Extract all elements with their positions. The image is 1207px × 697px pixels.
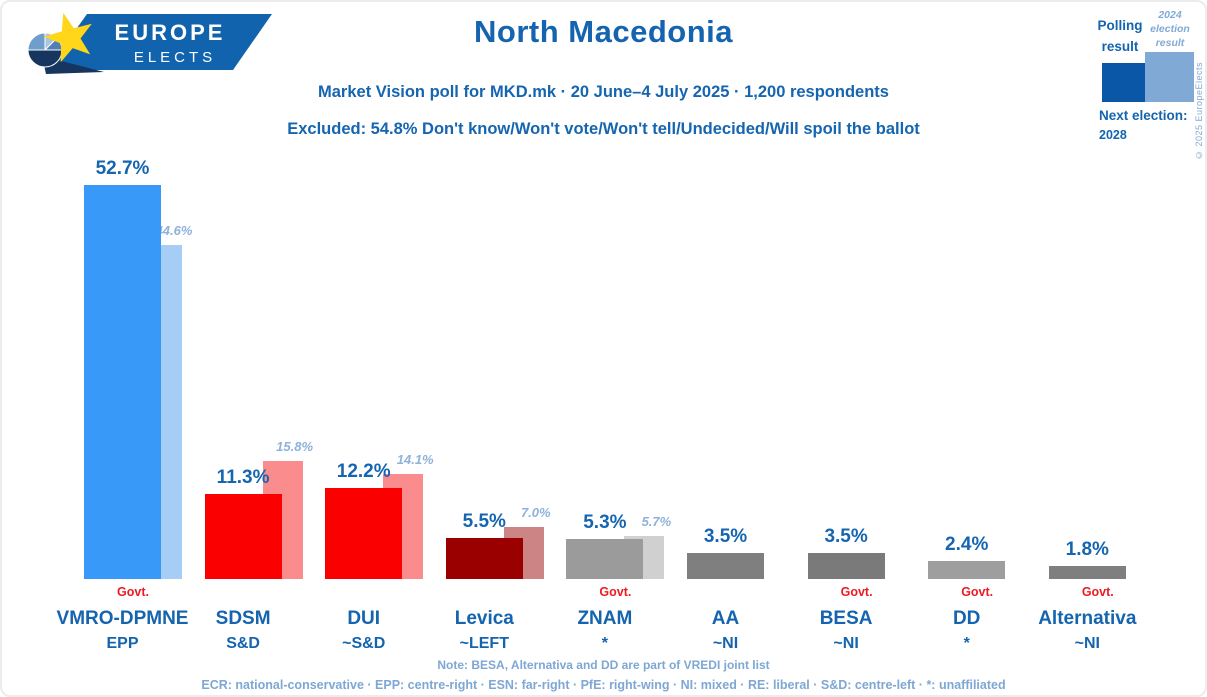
poll-value-dui: 12.2% [336,460,391,482]
legend-polling-swatch [1102,63,1145,102]
election-value-vmro-dpmne: 44.6% [155,223,193,239]
poll-bar-dui [325,487,403,579]
election-value-znam: 5.7% [641,514,672,530]
logo-pie-icon [27,32,63,68]
party-group-sdsm: S&D [226,635,260,652]
europe-elects-logo: EUROPE ELECTS [27,12,272,74]
legend-polling-label: Polling result [1097,18,1143,54]
poll-value-besa: 3.5% [824,525,868,547]
party-name-dd: DD [952,608,981,629]
party-name-aa: AA [711,608,740,629]
party-group-vmro-dpmne: EPP [106,635,139,652]
poll-bar-dd [928,561,1006,579]
poll-value-aa: 3.5% [703,525,748,547]
poll-bar-aa [687,552,764,579]
govt-badge-znam: Govt. [599,585,632,599]
group-abbreviations-legend: ECR: national-conservative · EPP: centre… [201,678,1006,692]
poll-value-sdsm: 11.3% [216,467,270,489]
poll-bar-besa [807,552,885,579]
party-group-alternativa: ~NI [1074,635,1100,652]
election-value-sdsm: 15.8% [276,438,314,454]
poll-bar-alternativa [1048,565,1126,579]
govt-badge-dd: Govt. [961,585,994,599]
poll-subtitle: Market Vision poll for MKD.mk · 20 June–… [318,83,889,101]
poll-bar-znam [566,539,644,579]
logo-banner [47,14,272,70]
poll-value-alternativa: 1.8% [1065,538,1109,560]
poll-value-znam: 5.3% [583,512,627,534]
govt-badge-vmro-dpmne: Govt. [117,585,149,599]
party-name-vmro-dpmne: VMRO-DPMNE [56,608,189,629]
poll-bar-sdsm [204,494,282,579]
election-value-dui: 14.1% [396,451,434,467]
party-name-dui: DUI [347,608,381,629]
party-group-besa: ~NI [833,635,859,652]
page-title: North Macedonia [474,14,733,49]
next-election-label: Next election: [1099,108,1188,123]
party-group-levica: ~LEFT [459,635,509,652]
party-name-alternativa: Alternativa [1038,608,1137,629]
logo-text-elects: ELECTS [134,49,216,66]
party-group-znam: * [601,635,608,652]
poll-bar-levica [445,537,523,579]
party-name-levica: Levica [454,608,514,629]
poll-value-vmro-dpmne: 52.7% [95,157,150,179]
legend-election-label: 2024 election result [1150,9,1190,50]
party-group-dui: ~S&D [342,635,386,652]
exclusion-note: Excluded: 54.8% Don't know/Won't vote/Wo… [287,120,920,138]
party-group-aa: ~NI [712,635,739,652]
logo-star-icon [44,12,92,63]
party-group-dd: * [963,635,970,652]
govt-badge-alternativa: Govt. [1081,585,1114,599]
poll-value-levica: 5.5% [462,510,506,532]
next-election-year: 2028 [1099,128,1127,142]
party-name-sdsm: SDSM [215,608,271,629]
party-name-znam: ZNAM [577,608,633,629]
joint-list-note: Note: BESA, Alternativa and DD are part … [437,658,770,672]
party-name-besa: BESA [819,608,873,629]
poll-value-dd: 2.4% [945,534,989,556]
legend-election-swatch [1145,52,1194,102]
election-value-levica: 7.0% [520,504,551,520]
logo-text-europe: EUROPE [115,20,226,45]
govt-badge-besa: Govt. [840,585,873,599]
poll-bar-vmro-dpmne [84,184,161,579]
